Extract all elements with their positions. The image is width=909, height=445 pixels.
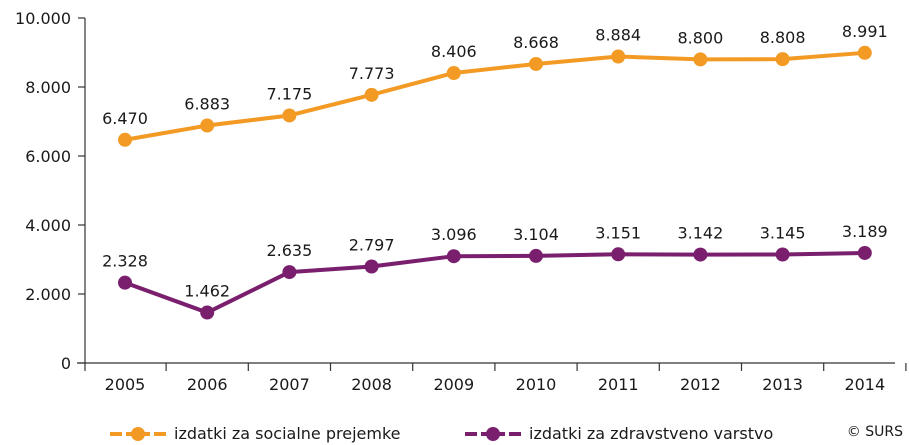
legend-dot-socialne: [131, 426, 145, 441]
legend-label-zdravstveno: izdatki za zdravstveno varstvo: [529, 424, 774, 443]
data-point: [775, 247, 790, 262]
data-label: 2.328: [102, 252, 148, 271]
data-label: 8.800: [677, 28, 723, 47]
data-label: 3.142: [677, 224, 723, 243]
legend-swatch-socialne: [110, 426, 166, 441]
series-line-1: [123, 250, 867, 315]
y-tick-label: 2.000: [25, 285, 71, 304]
line-chart: 0 2.000 4.000 6.000 8.000 10.000 2005 2006 2007…: [15, 9, 907, 394]
legend-swatch-zdravstveno: [465, 426, 521, 441]
y-tick-label: 6.000: [25, 147, 71, 166]
x-tick-label: 2008: [351, 375, 392, 394]
y-axis-ticks: 0 2.000 4.000 6.000 8.000 10.000: [15, 9, 85, 373]
data-label: 8.668: [513, 33, 559, 52]
data-point: [693, 247, 708, 262]
source-credit: © SURS: [846, 424, 903, 440]
data-label: 7.773: [349, 64, 395, 83]
data-point: [611, 247, 626, 262]
data-point: [529, 248, 543, 263]
x-tick-label: 2009: [433, 375, 474, 394]
data-label: 8.406: [431, 42, 477, 61]
data-label: 1.462: [184, 282, 230, 301]
x-tick-label: 2005: [105, 375, 146, 394]
data-label: 6.470: [102, 109, 148, 128]
data-point: [611, 49, 626, 64]
data-point: [693, 52, 708, 67]
data-point: [282, 265, 297, 280]
data-point: [857, 45, 872, 60]
x-tick-label: 2013: [762, 375, 803, 394]
data-point: [118, 275, 132, 290]
data-label: 8.884: [595, 26, 641, 45]
y-tick-label: 10.000: [15, 9, 71, 28]
y-tick-label: 8.000: [25, 78, 71, 97]
x-tick-label: 2014: [844, 375, 885, 394]
data-point: [364, 87, 379, 102]
data-label: 7.175: [266, 84, 312, 103]
chart-axes: [77, 18, 895, 371]
series-line-0: [123, 50, 867, 142]
data-label: 3.189: [842, 222, 888, 241]
data-point: [775, 52, 790, 67]
data-label: 8.991: [842, 22, 888, 41]
y-tick-label: 0: [61, 354, 71, 373]
legend-item-socialne: izdatki za socialne prejemke: [110, 422, 401, 445]
x-tick-label: 2007: [269, 375, 310, 394]
data-label: 8.808: [760, 28, 806, 47]
data-label: 2.797: [349, 236, 395, 255]
x-tick-label: 2011: [598, 375, 639, 394]
data-point: [118, 132, 132, 147]
chart-series: [118, 45, 872, 320]
data-point: [857, 245, 872, 260]
data-point: [200, 305, 215, 320]
data-point: [364, 259, 379, 274]
x-tick-label: 2012: [680, 375, 721, 394]
legend-label-socialne: izdatki za socialne prejemke: [174, 424, 401, 443]
x-tick-label: 2006: [187, 375, 228, 394]
chart-legend: izdatki za socialne prejemke izdatki za …: [0, 422, 909, 445]
data-point: [446, 65, 461, 80]
data-label: 3.145: [760, 223, 806, 242]
chart-data-labels: 6.470 6.883 7.175 7.773 8.406 8.668 8.884 8.800…: [102, 22, 888, 301]
data-label: 2.635: [266, 241, 312, 260]
data-point: [282, 108, 297, 123]
legend-dot-zdravstveno: [486, 426, 500, 441]
data-label: 3.151: [595, 223, 641, 242]
data-label: 3.096: [431, 225, 477, 244]
x-tick-label: 2010: [516, 375, 557, 394]
data-point: [529, 56, 543, 71]
data-point: [446, 249, 461, 264]
legend-item-zdravstveno: izdatki za zdravstveno varstvo: [465, 422, 773, 445]
data-label: 3.104: [513, 225, 559, 244]
data-label: 6.883: [184, 95, 230, 114]
data-point: [200, 118, 215, 133]
x-axis-ticks: 2005 2006 2007 2008 2009 2010 2011 2012 2013 2014: [105, 363, 907, 394]
y-tick-label: 4.000: [25, 216, 71, 235]
